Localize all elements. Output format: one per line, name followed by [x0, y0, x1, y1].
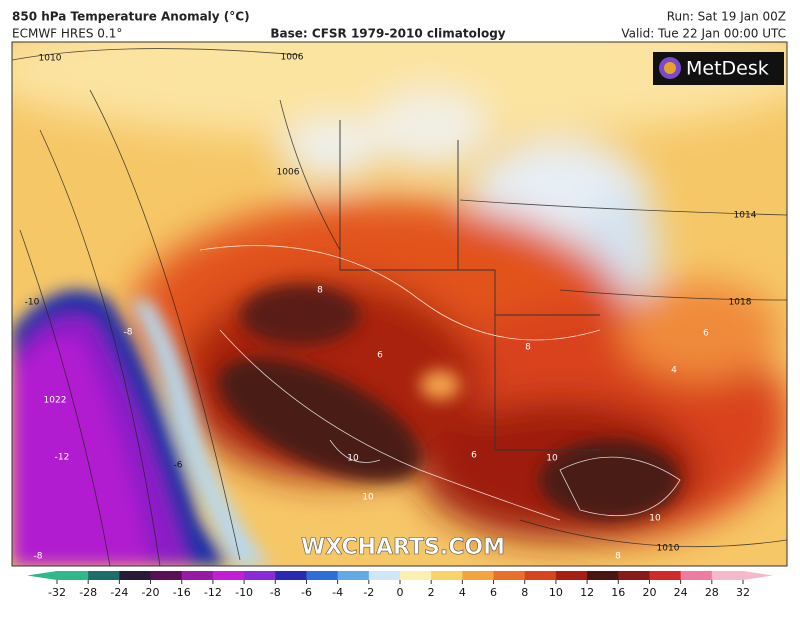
colorbar-segment [57, 571, 89, 580]
colorbar-segment [587, 571, 619, 580]
colorbar-tick-label: 8 [521, 586, 528, 599]
contour-label: 1006 [281, 53, 304, 63]
colorbar-tick-label: 20 [642, 586, 656, 599]
contour-label: 1014 [734, 211, 757, 221]
colorbar-tick-label: -2 [363, 586, 374, 599]
colorbar-tick-label: 6 [490, 586, 497, 599]
colorbar-segment [711, 571, 744, 580]
colorbar-segment [618, 571, 650, 580]
contour-label: 6 [703, 329, 709, 339]
colorbar-segment [493, 571, 526, 580]
contour-label: 8 [525, 343, 531, 353]
run: Run: Sat 19 Jan 00Z [667, 10, 786, 24]
colorbar-segment [181, 571, 214, 580]
colorbar-tick-label: 2 [428, 586, 435, 599]
contour-label: -12 [55, 453, 70, 463]
colorbar-tick-label: -28 [79, 586, 97, 599]
colorbar-tick-label: -6 [301, 586, 312, 599]
colorbar-end [27, 571, 57, 580]
logo-text: MetDesk [686, 58, 769, 80]
colorbar-segment [680, 571, 713, 580]
contour-label: 8 [615, 552, 621, 562]
contour-label: -6 [174, 461, 183, 471]
contour-label: 1018 [729, 298, 752, 308]
title: 850 hPa Temperature Anomaly (°C) [12, 10, 250, 24]
contour-label: 1010 [39, 54, 62, 64]
contour-label: 1022 [44, 396, 67, 406]
contour-label: -10 [25, 298, 40, 308]
colorbar-segment [212, 571, 245, 580]
contour-label: 1006 [277, 168, 300, 178]
colorbar-segment [150, 571, 183, 580]
colorbar-segment [119, 571, 152, 580]
colorbar-segment [431, 571, 463, 580]
contour-label: 6 [377, 351, 383, 361]
colorbar-segment [368, 571, 401, 580]
colorbar: -32 -28 -24 -20 -16 -12 -10 -8 -6 -4 -2 0 2 4 6 8 10 12 16… [27, 571, 773, 599]
colorbar-tick-label: -24 [110, 586, 128, 599]
colorbar-tick-label: -12 [204, 586, 222, 599]
colorbar-segment [275, 571, 307, 580]
contour-label: 1010 [657, 544, 680, 554]
contour-label: 10 [347, 454, 359, 464]
base: Base: CFSR 1979-2010 climatology [270, 27, 505, 41]
colorbar-tick-label: -4 [332, 586, 343, 599]
colorbar-tick-label: 32 [736, 586, 750, 599]
model: ECMWF HRES 0.1° [12, 27, 122, 41]
contour-label: -8 [124, 328, 133, 338]
colorbar-tick-label: 28 [705, 586, 719, 599]
colorbar-tick-label: -10 [235, 586, 253, 599]
colorbar-tick-label: 12 [580, 586, 594, 599]
contour-label: 8 [317, 286, 323, 296]
valid: Valid: Tue 22 Jan 00:00 UTC [621, 27, 786, 41]
colorbar-segment [649, 571, 682, 580]
colorbar-tick-label: -16 [173, 586, 191, 599]
colorbar-tick-label: -20 [142, 586, 160, 599]
contour-label: 6 [471, 451, 477, 461]
map: WXCHARTS.COM [12, 42, 787, 566]
colorbar-end [743, 571, 773, 580]
contour-label: 10 [649, 514, 661, 524]
map-labels: 1010 100610061014101810221010-10-8-12-6-8… [25, 53, 757, 562]
logo: MetDesk [653, 52, 784, 85]
watermark-text: WXCHARTS.COM [301, 535, 505, 560]
colorbar-tick-label: 24 [674, 586, 688, 599]
colorbar-segment [555, 571, 588, 580]
colorbar-tick-label: 4 [459, 586, 466, 599]
colorbar-tick-label: 16 [611, 586, 625, 599]
colorbar-segment [400, 571, 432, 580]
watermark: WXCHARTS.COM [301, 535, 506, 561]
colorbar-segment [88, 571, 120, 580]
colorbar-segment [306, 571, 339, 580]
contour-label: -8 [34, 552, 43, 562]
colorbar-segment [244, 571, 276, 580]
colorbar-segment [524, 571, 557, 580]
colorbar-tick-label: 10 [549, 586, 563, 599]
colorbar-segment [462, 571, 495, 580]
contour-label: 4 [671, 366, 677, 376]
contour-label: 10 [546, 454, 558, 464]
colorbar-segment [337, 571, 370, 580]
colorbar-tick-label: -8 [270, 586, 281, 599]
contour-label: 10 [362, 493, 374, 503]
colorbar-tick-label: 0 [397, 586, 404, 599]
colorbar-tick-label: -32 [48, 586, 66, 599]
